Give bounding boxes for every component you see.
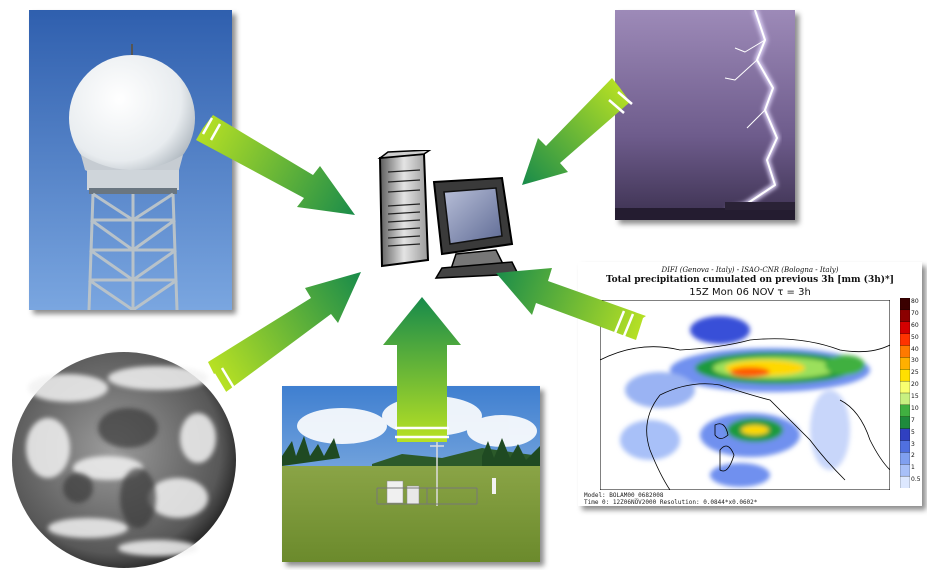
radar-photo <box>29 10 232 310</box>
precipitation-map: DIFI (Genova - Italy) - ISAO-CNR (Bologn… <box>578 262 922 506</box>
colorbar-label: 25 <box>911 369 919 377</box>
weather-station-photo <box>282 386 540 562</box>
map-footer-line1: Model: BOLAM00_0682008 <box>584 492 664 499</box>
colorbar-label: 0.5 <box>911 476 921 484</box>
colorbar-swatch <box>900 428 910 442</box>
colorbar-label: 40 <box>911 345 919 353</box>
colorbar-swatch <box>900 309 910 323</box>
colorbar-label: 7 <box>911 416 915 424</box>
colorbar-label: 70 <box>911 309 919 317</box>
colorbar-label: 50 <box>911 333 919 341</box>
lightning-photo <box>615 10 795 220</box>
colorbar-swatch <box>900 416 910 430</box>
colorbar-label: 80 <box>911 298 919 305</box>
colorbar-swatch <box>900 380 910 394</box>
colorbar-swatch <box>900 345 910 359</box>
colorbar-label: 5 <box>911 428 915 436</box>
colorbar-label: 15 <box>911 393 919 400</box>
colorbar-labels: 80 70 60 50 40 30 25 20 15 10 7 5 3 2 1 … <box>911 298 922 488</box>
colorbar-swatch <box>900 440 910 454</box>
colorbar-swatch <box>900 475 910 488</box>
colorbar-swatch <box>900 357 910 370</box>
colorbar-label: 60 <box>911 321 919 329</box>
map-footer-line2: Time 0: 12Z06NOV2000 Resolution: 0.0844*… <box>584 499 758 506</box>
colorbar-label: 3 <box>911 440 915 448</box>
colorbar-label: 1 <box>911 464 915 472</box>
colorbar-swatch <box>900 333 910 347</box>
colorbar-label: 20 <box>911 381 919 389</box>
colorbar-label: 30 <box>911 357 919 365</box>
colorbar-swatch <box>900 392 910 406</box>
computer-icon <box>372 150 522 280</box>
satellite-earth-image <box>8 348 240 570</box>
map-plot <box>600 300 890 490</box>
map-header-line1: DIFI (Genova - Italy) - ISAO-CNR (Bologn… <box>661 266 839 274</box>
colorbar-swatch <box>900 369 910 382</box>
colorbar-swatch <box>900 464 910 477</box>
map-header-line2: Total precipitation cumulated on previou… <box>606 275 894 285</box>
map-header-line3: 15Z Mon 06 NOV τ = 3h <box>689 287 811 298</box>
colorbar-label: 10 <box>911 404 919 412</box>
colorbar-swatch <box>900 321 910 335</box>
colorbar-label: 2 <box>911 452 915 460</box>
colorbar-swatch <box>900 404 910 418</box>
colorbar-swatch <box>900 452 910 465</box>
colorbar-swatch <box>900 298 910 311</box>
colorbar <box>900 298 910 488</box>
